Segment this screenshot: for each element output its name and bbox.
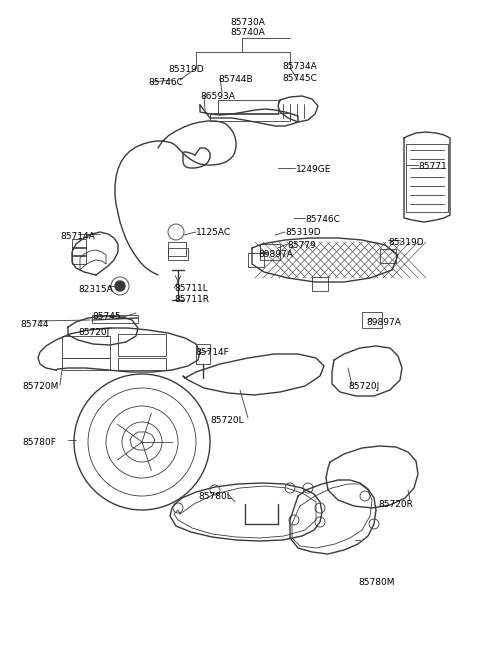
Text: 85744B: 85744B (218, 75, 252, 84)
Text: 89897A: 89897A (258, 250, 293, 259)
Bar (210, 113, 290, 121)
Text: 82315A: 82315A (78, 285, 113, 294)
Bar (118, 358, 166, 370)
Text: 85780F: 85780F (22, 438, 56, 447)
Text: 85720J: 85720J (78, 328, 109, 337)
Text: 85714F: 85714F (195, 348, 229, 357)
Text: 85734A: 85734A (282, 62, 317, 71)
Bar (62, 358, 110, 370)
Circle shape (115, 281, 125, 291)
Bar (218, 100, 278, 114)
Text: 85319D: 85319D (168, 65, 204, 74)
Text: 85780L: 85780L (198, 492, 232, 501)
Text: 86593A: 86593A (200, 92, 235, 101)
Text: 85319D: 85319D (285, 228, 321, 237)
Bar (118, 334, 166, 356)
Text: 1125AC: 1125AC (196, 228, 231, 237)
Text: 85720J: 85720J (348, 382, 379, 391)
Text: 85714A: 85714A (60, 232, 95, 241)
Text: 85745C: 85745C (282, 74, 317, 83)
Text: 85746C: 85746C (148, 78, 183, 87)
Text: 85711L: 85711L (174, 284, 208, 293)
Bar (248, 253, 264, 267)
Text: 85780M: 85780M (358, 578, 395, 587)
Text: 85730A: 85730A (230, 18, 265, 27)
Text: 85779: 85779 (287, 241, 316, 250)
Bar (72, 247, 86, 256)
Bar (72, 255, 86, 264)
Bar (92, 315, 138, 323)
Bar (312, 277, 328, 291)
Text: 85744: 85744 (20, 320, 48, 329)
Text: 1249GE: 1249GE (296, 165, 331, 174)
Text: 85740A: 85740A (230, 28, 265, 37)
Text: 85319D: 85319D (388, 238, 424, 247)
Bar (62, 336, 110, 358)
Text: 85771: 85771 (418, 162, 447, 171)
Text: 85720R: 85720R (378, 500, 413, 509)
Bar (362, 312, 382, 328)
Bar (168, 242, 186, 256)
Bar (260, 244, 280, 260)
Text: 85720M: 85720M (22, 382, 59, 391)
Bar (72, 239, 86, 248)
Text: 85720L: 85720L (210, 416, 244, 425)
Text: 89897A: 89897A (366, 318, 401, 327)
Bar (196, 344, 210, 364)
Bar (406, 144, 448, 212)
Text: 85711R: 85711R (174, 295, 209, 304)
Text: 85745: 85745 (92, 312, 120, 321)
Bar (168, 248, 188, 260)
Text: 85746C: 85746C (305, 215, 340, 224)
Bar (380, 249, 396, 263)
